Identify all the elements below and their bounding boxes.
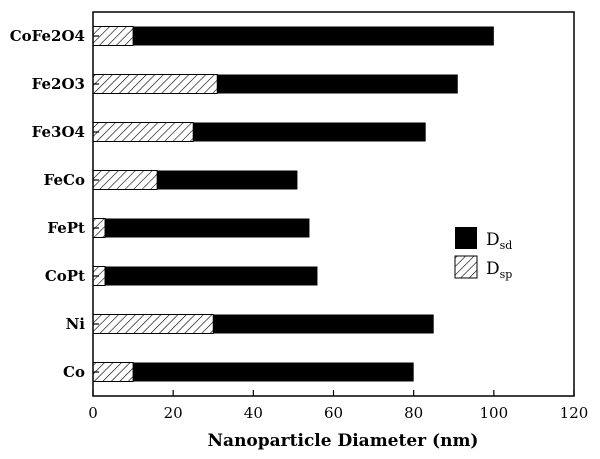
legend-swatch-dsp <box>454 255 478 279</box>
x-axis-ticks: 0 20 40 60 80 100 120 <box>88 390 588 422</box>
x-tick-label: 100 <box>480 404 509 422</box>
category-label-feco: FeCo <box>44 171 85 189</box>
legend-dsp-main: D <box>486 259 500 279</box>
legend-swatch-dsd <box>455 227 477 249</box>
bars-layer <box>92 26 494 382</box>
x-axis-title: Nanoparticle Diameter (nm) <box>208 431 479 451</box>
category-label-fe2o3: Fe2O3 <box>32 75 85 93</box>
legend-label-dsp: Dsp <box>486 259 512 281</box>
plot-frame <box>92 11 575 397</box>
category-labels: CoFe2O4 Fe2O3 Fe3O4 FeCo FePt CoPt Ni Co <box>10 27 99 381</box>
bar-dsp-cofe2o4 <box>92 26 134 46</box>
category-label-fe3o4: Fe3O4 <box>32 123 85 141</box>
x-tick-label: 120 <box>560 404 589 422</box>
x-tick-label: 60 <box>324 404 343 422</box>
category-label-copt: CoPt <box>45 267 85 285</box>
x-tick-label: 0 <box>88 404 98 422</box>
category-label-fept: FePt <box>47 219 85 237</box>
bar-dsd-cofe2o4 <box>93 26 494 46</box>
bar-dsp-co <box>92 362 134 382</box>
x-tick-label: 20 <box>164 404 183 422</box>
category-label-ni: Ni <box>66 315 86 333</box>
bar-dsd-copt <box>93 266 318 286</box>
category-label-cofe2o4: CoFe2O4 <box>10 27 85 45</box>
bar-dsp-fe2o3 <box>92 74 218 94</box>
x-tick-label: 40 <box>244 404 263 422</box>
category-label-co: Co <box>63 363 85 381</box>
legend-dsd-main: D <box>486 230 500 250</box>
legend-label-dsd: Dsd <box>486 230 512 252</box>
bar-dsp-feco <box>92 170 158 190</box>
legend-dsp-sub: sp <box>500 268 513 281</box>
bar-dsd-co <box>93 362 414 382</box>
x-tick-label: 80 <box>404 404 423 422</box>
bar-dsp-fe3o4 <box>92 122 194 142</box>
legend-dsd-sub: sd <box>500 239 513 252</box>
bar-dsp-ni <box>92 314 214 334</box>
bar-dsd-fept <box>93 218 310 238</box>
legend: Dsd Dsp <box>454 227 512 281</box>
